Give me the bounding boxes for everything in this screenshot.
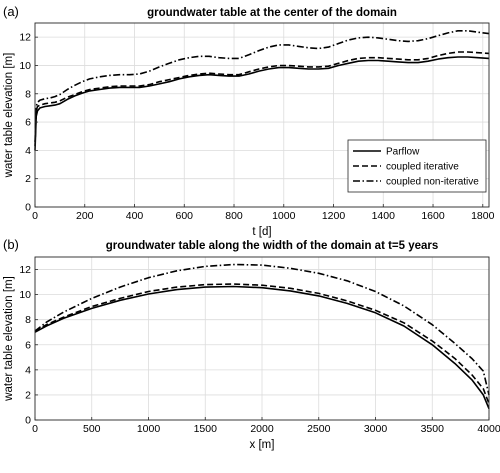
x-tick-label: 4000 xyxy=(477,423,500,435)
plot-area-frame xyxy=(34,22,490,208)
y-tick-label: 8 xyxy=(25,314,31,326)
series-line-solid xyxy=(34,285,490,410)
y-tick-label: 4 xyxy=(25,145,31,157)
x-tick-label: 0 xyxy=(32,210,38,222)
x-tick-label: 1200 xyxy=(322,210,346,222)
y-tick-label: 2 xyxy=(25,173,31,185)
y-tick-label: 6 xyxy=(25,339,31,351)
x-tick-label: 1600 xyxy=(421,210,445,222)
x-tick-label: 2000 xyxy=(250,423,274,435)
x-axis-label: t [d] xyxy=(252,226,271,238)
y-tick-label: 12 xyxy=(19,32,31,44)
y-tick-label: 10 xyxy=(19,60,31,72)
x-tick-label: 600 xyxy=(175,210,193,222)
x-tick-label: 3000 xyxy=(364,423,388,435)
y-tick-label: 2 xyxy=(25,389,31,401)
y-tick-label: 10 xyxy=(19,289,31,301)
y-axis-label: water table elevation [m] xyxy=(3,276,15,402)
series-line-dashed xyxy=(34,51,490,147)
y-tick-label: 0 xyxy=(25,202,31,214)
x-tick-label: 200 xyxy=(76,210,94,222)
chart-title: groundwater table at the center of the d… xyxy=(147,7,397,19)
x-tick-label: 1800 xyxy=(471,210,495,222)
series-line-dashed xyxy=(34,283,490,404)
x-tick-label: 500 xyxy=(83,423,101,435)
legend-label: coupled non-iterative xyxy=(386,177,479,188)
x-tick-label: 800 xyxy=(225,210,243,222)
series-line-dashdot xyxy=(34,29,490,142)
y-tick-label: 4 xyxy=(25,364,31,376)
series-line-dashdot xyxy=(34,263,490,396)
legend-label: Parflow xyxy=(386,147,420,158)
x-tick-label: 1400 xyxy=(372,210,396,222)
x-tick-label: 0 xyxy=(32,423,38,435)
legend-label: coupled iterative xyxy=(386,162,459,173)
x-tick-label: 2500 xyxy=(307,423,331,435)
x-tick-label: 1000 xyxy=(137,423,161,435)
panel-label: (a) xyxy=(3,4,19,19)
x-tick-label: 1000 xyxy=(272,210,296,222)
x-axis-label: x [m] xyxy=(250,439,275,451)
y-axis-label: water table elevation [m] xyxy=(3,53,15,179)
y-tick-label: 8 xyxy=(25,88,31,100)
x-tick-label: 3500 xyxy=(421,423,445,435)
chart-title: groundwater table along the width of the… xyxy=(106,240,439,252)
x-tick-label: 1500 xyxy=(194,423,218,435)
panel-label: (b) xyxy=(3,237,19,252)
y-tick-label: 0 xyxy=(25,415,31,427)
y-tick-label: 12 xyxy=(19,264,31,276)
x-tick-label: 400 xyxy=(126,210,144,222)
y-tick-label: 6 xyxy=(25,117,31,129)
series-line-solid xyxy=(34,56,490,151)
legend-box xyxy=(347,139,487,193)
